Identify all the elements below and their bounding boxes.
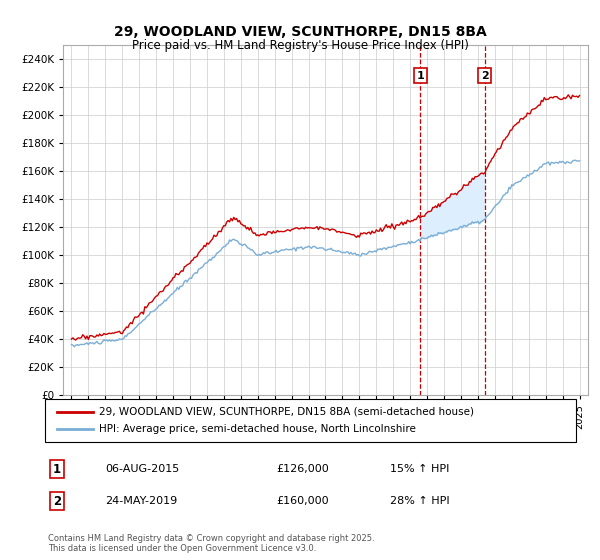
Text: 2: 2 [53,494,61,508]
Text: 28% ↑ HPI: 28% ↑ HPI [390,496,449,506]
Text: 24-MAY-2019: 24-MAY-2019 [105,496,177,506]
Text: 29, WOODLAND VIEW, SCUNTHORPE, DN15 8BA (semi-detached house): 29, WOODLAND VIEW, SCUNTHORPE, DN15 8BA … [99,407,474,417]
Text: HPI: Average price, semi-detached house, North Lincolnshire: HPI: Average price, semi-detached house,… [99,424,416,435]
Text: £160,000: £160,000 [276,496,329,506]
Text: 2: 2 [481,71,488,81]
Text: 15% ↑ HPI: 15% ↑ HPI [390,464,449,474]
Text: 1: 1 [53,463,61,476]
Text: Contains HM Land Registry data © Crown copyright and database right 2025.
This d: Contains HM Land Registry data © Crown c… [48,534,374,553]
Text: 29, WOODLAND VIEW, SCUNTHORPE, DN15 8BA: 29, WOODLAND VIEW, SCUNTHORPE, DN15 8BA [113,25,487,39]
Text: £126,000: £126,000 [276,464,329,474]
Text: Price paid vs. HM Land Registry's House Price Index (HPI): Price paid vs. HM Land Registry's House … [131,39,469,52]
Text: 1: 1 [416,71,424,81]
Text: 06-AUG-2015: 06-AUG-2015 [105,464,179,474]
